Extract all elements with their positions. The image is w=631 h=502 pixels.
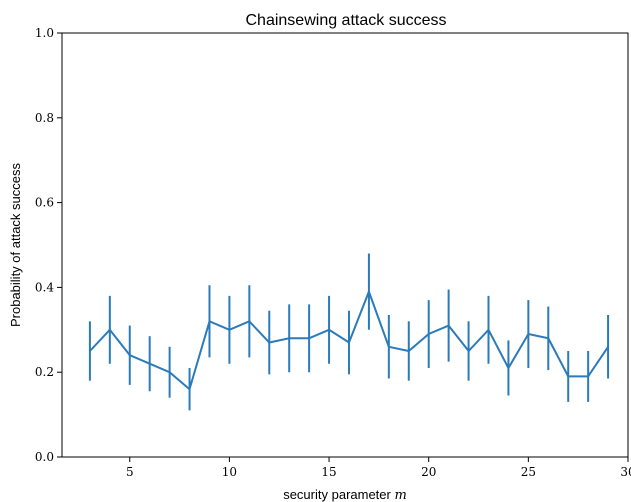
y-axis: 0.0 0.2 0.4 0.6 0.8 1.0 [35, 26, 62, 464]
y-axis-label: Probability of attack success [8, 162, 23, 327]
x-tick-label: 15 [321, 465, 336, 479]
y-tick-label: 1.0 [35, 26, 54, 40]
y-tick-label: 0.0 [35, 450, 54, 464]
x-tick-label: 10 [222, 465, 237, 479]
x-tick-label: 5 [126, 465, 134, 479]
series-line [89, 288, 609, 391]
x-tick-label: 30 [620, 465, 631, 479]
x-tick-label: 25 [521, 465, 536, 479]
y-tick-label: 0.4 [35, 280, 54, 294]
y-tick-label: 0.6 [35, 196, 54, 210]
x-axis-label: security parameter m [283, 487, 407, 502]
chart-title: Chainsewing attack success [246, 12, 447, 29]
data-series [88, 253, 610, 411]
y-tick-label: 0.8 [35, 111, 54, 125]
x-tick-label: 20 [421, 465, 436, 479]
y-tick-label: 0.2 [35, 365, 54, 379]
plot-frame [61, 32, 629, 458]
x-axis: 5 10 15 20 25 30 [126, 457, 631, 479]
